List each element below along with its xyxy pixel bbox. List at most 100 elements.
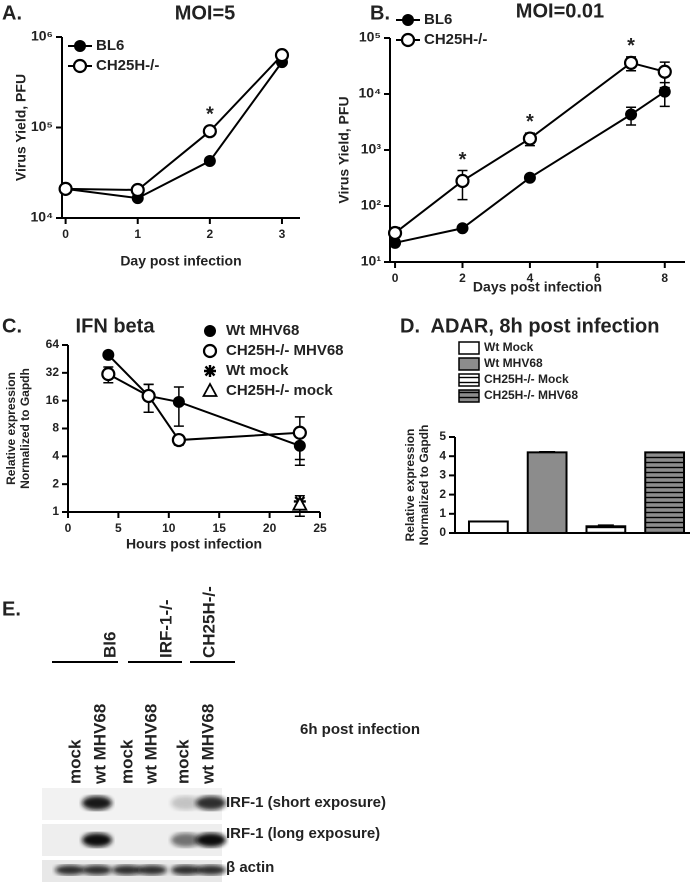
blot-band (112, 865, 142, 875)
legend-swatch (458, 373, 480, 387)
blot-band (171, 833, 201, 847)
legend-marker (201, 382, 219, 397)
chart-title: MOI=5 (175, 2, 236, 24)
y-axis-label: Relative expression (403, 429, 417, 542)
x-axis-label: Day post infection (120, 253, 241, 269)
panel-label: A. (2, 2, 22, 24)
marker (102, 348, 115, 361)
marker (292, 425, 307, 440)
y-axis-label: Virus Yield, PFU (13, 74, 29, 181)
marker (658, 85, 671, 98)
y-tick-label: 10³ (361, 141, 382, 157)
legend-marker (72, 58, 88, 74)
y-tick-label: 1 (439, 506, 446, 520)
x-tick-label: 15 (213, 521, 227, 535)
y-tick-label: 0 (439, 525, 446, 539)
row-label: IRF-1 (long exposure) (226, 825, 380, 842)
legend-marker (204, 365, 216, 377)
annotation: * (526, 111, 534, 133)
group-label: CH25H-/- (199, 586, 218, 658)
annotation: * (206, 103, 214, 125)
legend-label: CH25H-/- mock (226, 382, 333, 399)
blot-band (196, 833, 226, 847)
lane-label: wt MHV68 (141, 704, 160, 785)
legend-label: CH25H-/- Mock (484, 372, 569, 386)
x-tick-label: 6 (594, 271, 601, 285)
y-tick-label: 32 (46, 365, 60, 379)
lane-label: wt MHV68 (198, 704, 217, 785)
lane-label: mock (65, 739, 84, 784)
blot-band (82, 796, 112, 810)
marker (101, 367, 116, 382)
marker (625, 108, 638, 121)
bar (526, 451, 568, 534)
x-axis-label: Days post infection (473, 279, 602, 295)
marker (523, 171, 536, 184)
marker (171, 432, 186, 448)
series-line (394, 61, 666, 234)
legend-label: Wt mock (226, 362, 289, 379)
series-line (107, 354, 301, 447)
marker (522, 131, 538, 146)
y-tick-label: 2 (439, 487, 446, 501)
y-axis-label: Normalized to Gapdh (417, 425, 431, 546)
chart-title: IFN beta (76, 315, 156, 337)
x-tick-label: 20 (263, 521, 277, 535)
marker (657, 64, 672, 79)
legend-marker (402, 14, 414, 26)
legend-label: BL6 (96, 37, 124, 54)
y-axis-label: Relative expression (4, 372, 18, 485)
blot-band (196, 796, 226, 810)
y-axis-label: Normalized to Gapdh (18, 368, 32, 489)
marker (130, 182, 145, 198)
legend-swatch (458, 389, 480, 403)
y-tick-label: 2 (52, 476, 59, 490)
series-line (65, 61, 283, 200)
annotation: * (627, 35, 635, 57)
legend-label: Wt MHV68 (484, 356, 543, 370)
marker (202, 124, 217, 139)
panel-label: E. (2, 598, 21, 620)
legend-label: CH25H-/- (96, 57, 159, 74)
condition-label: 6h post infection (300, 721, 420, 738)
marker (456, 222, 469, 235)
legend-label: Wt MHV68 (226, 322, 299, 339)
x-tick-label: 2 (207, 227, 214, 241)
legend-label: CH25H-/- MHV68 (226, 342, 344, 359)
row-label: β actin (226, 859, 274, 876)
x-tick-label: 4 (527, 271, 534, 285)
marker (455, 173, 470, 189)
y-tick-label: 8 (52, 421, 59, 435)
blot-panel: E. Bl6 IRF-1-/- CH25H-/- mock wt MHV68 m… (2, 586, 420, 882)
y-tick-label: 10⁵ (359, 29, 381, 45)
blot-band (82, 865, 112, 875)
panel-label: C. (2, 315, 22, 337)
marker (58, 181, 73, 196)
y-tick-label: 4 (439, 448, 446, 462)
legend-marker (74, 40, 86, 52)
y-tick-label: 10⁴ (359, 85, 382, 101)
y-tick-label: 10² (361, 197, 382, 213)
x-tick-label: 3 (279, 227, 286, 241)
x-tick-label: 8 (661, 271, 668, 285)
row-label: IRF-1 (short exposure) (226, 794, 386, 811)
marker (141, 388, 156, 404)
legend-label: Wt Mock (484, 340, 534, 354)
x-axis-label: Hours post infection (126, 536, 262, 552)
blot-band (137, 865, 167, 875)
y-tick-label: 5 (439, 429, 446, 443)
y-tick-label: 10⁶ (31, 28, 53, 44)
marker (623, 55, 639, 70)
x-tick-label: 25 (313, 521, 327, 535)
bar (585, 525, 627, 535)
blot-band (55, 865, 85, 875)
legend-marker (202, 343, 218, 359)
x-tick-label: 2 (459, 271, 466, 285)
x-tick-label: 0 (62, 227, 69, 241)
x-tick-label: 0 (392, 271, 399, 285)
x-tick-label: 10 (162, 521, 176, 535)
x-tick-label: 1 (134, 227, 141, 241)
marker (172, 395, 185, 408)
error-bar (597, 524, 614, 527)
